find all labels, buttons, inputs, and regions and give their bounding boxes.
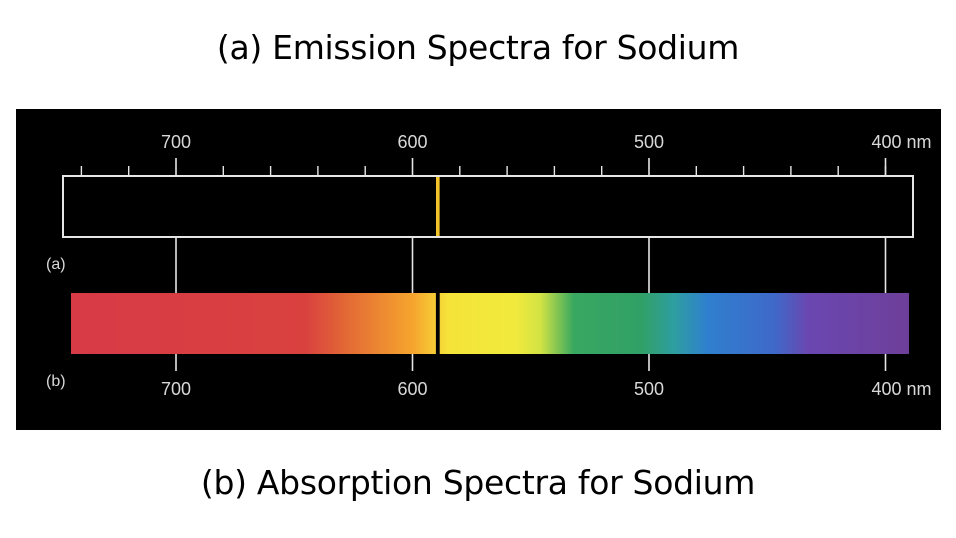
absorption-title: (b) Absorption Spectra for Sodium bbox=[200, 463, 756, 502]
panel-label-a: (a) bbox=[46, 256, 66, 273]
spectra-diagram: 700 600 500 400 nm 700 600 500 400 nm (a) (b) bbox=[46, 132, 932, 399]
bottom-tick-label-700: 700 bbox=[161, 379, 191, 399]
emission-spectrum-box bbox=[62, 175, 914, 238]
emission-title: (a) Emission Spectra for Sodium bbox=[216, 28, 740, 67]
top-tick-label-400: 400 nm bbox=[872, 132, 932, 152]
bottom-tick-label-500: 500 bbox=[634, 379, 664, 399]
spectra-figure: 700 600 500 400 nm 700 600 500 400 nm (a) (b) bbox=[16, 109, 941, 430]
bottom-tick-label-600: 600 bbox=[397, 379, 427, 399]
panel-label-b: (b) bbox=[46, 373, 66, 390]
bottom-tick-label-400: 400 nm bbox=[872, 379, 932, 399]
top-tick-label-600: 600 bbox=[397, 132, 427, 152]
top-tick-label-700: 700 bbox=[161, 132, 191, 152]
top-tick-label-500: 500 bbox=[634, 132, 664, 152]
absorption-spectrum-band bbox=[71, 293, 909, 354]
